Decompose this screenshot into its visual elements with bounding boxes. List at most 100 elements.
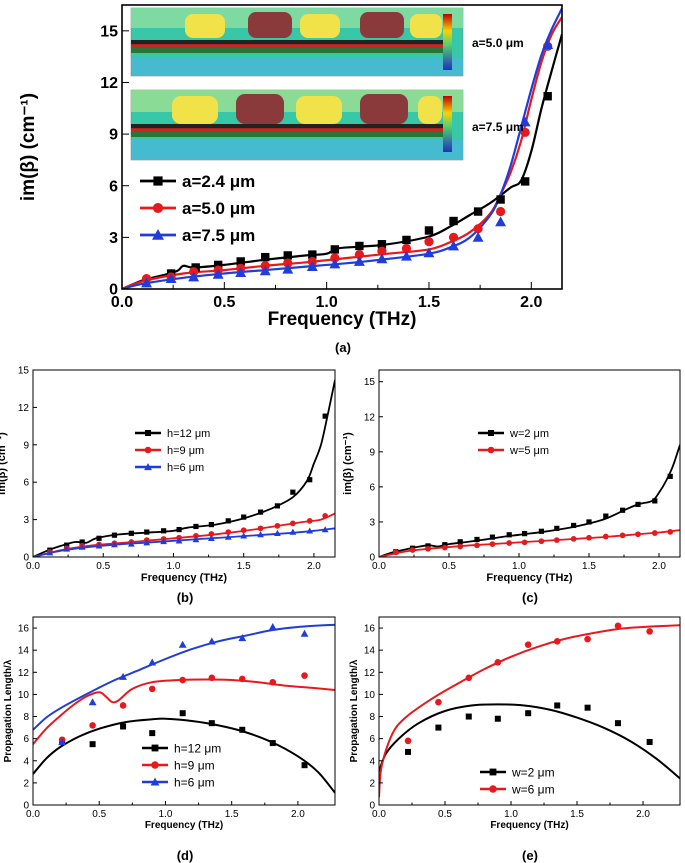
data-point-1-1 — [409, 547, 416, 553]
data-point-0-7 — [614, 720, 621, 727]
data-point-0-15 — [290, 489, 296, 495]
data-point-1-5 — [474, 542, 480, 549]
series-line-2 — [33, 527, 335, 557]
legend-marker-1 — [489, 785, 497, 793]
data-point-1-2 — [425, 545, 431, 552]
y-tick-label-4: 12 — [18, 403, 30, 414]
series-line-1 — [122, 16, 562, 289]
data-point-0-2 — [425, 543, 431, 549]
data-point-0-12 — [241, 514, 247, 520]
data-point-0-4 — [111, 532, 118, 538]
data-point-0-11 — [225, 518, 231, 524]
legend-label-1: a=5.0 μm — [182, 199, 255, 218]
data-point-0-17 — [322, 413, 328, 419]
data-point-0-6 — [308, 250, 317, 259]
data-point-2-15 — [495, 216, 507, 227]
legend-label-0: h=12 μm — [174, 741, 221, 755]
data-point-1-10 — [553, 537, 560, 543]
data-point-0-9 — [193, 523, 199, 530]
x-tick-label-2: 1.0 — [504, 809, 518, 820]
data-point-2-8 — [329, 258, 341, 269]
data-point-0-14 — [620, 507, 626, 513]
chart-d: 0.0 0.5 1.0 1.5 2.0 0 2 4 6 8 10 12 14 16 Frequency (T… — [3, 616, 336, 863]
data-point-1-11 — [401, 243, 412, 254]
data-point-2-5 — [207, 637, 216, 645]
data-point-1-4 — [457, 543, 464, 550]
data-point-1-10 — [208, 531, 215, 537]
data-point-0-8 — [355, 241, 364, 251]
data-point-1-3 — [494, 659, 502, 666]
data-point-1-14 — [274, 522, 281, 529]
data-point-0-0 — [405, 748, 412, 755]
data-point-1-13 — [602, 533, 609, 540]
y-axis-label: Propagation Length/λ — [3, 659, 14, 762]
data-point-2-4 — [178, 640, 187, 648]
series-line-0 — [33, 379, 335, 557]
series-line-0 — [379, 703, 680, 780]
data-point-0-8 — [522, 531, 528, 537]
data-point-2-9 — [353, 256, 365, 266]
y-tick-label-3: 6 — [369, 734, 375, 745]
x-tick-label-2: 1.0 — [316, 294, 338, 311]
data-point-1-15 — [495, 206, 506, 217]
y-tick-label-3: 9 — [109, 127, 118, 144]
data-point-2-11 — [224, 533, 232, 540]
data-point-2-7 — [268, 623, 277, 631]
x-tick-label-4: 2.0 — [636, 809, 650, 820]
data-point-2-3 — [95, 542, 103, 549]
data-point-2-2 — [78, 543, 86, 550]
y-tick-label-3: 6 — [23, 734, 29, 745]
data-point-1-5 — [553, 638, 561, 645]
legend-marker-0 — [145, 430, 151, 436]
y-tick-label-1: 3 — [109, 230, 118, 247]
legend-label-0: h=12 μm — [167, 428, 210, 440]
data-point-0-12 — [586, 519, 592, 525]
x-tick-label-3: 1.5 — [225, 809, 239, 820]
data-point-1-15 — [635, 531, 641, 538]
data-point-2-0 — [58, 738, 67, 746]
data-point-1-8 — [330, 253, 340, 263]
y-tick-label-2: 6 — [369, 482, 375, 493]
field-inset-bottom — [130, 89, 464, 161]
x-tick-label-4: 2.0 — [652, 561, 666, 572]
data-point-0-10 — [402, 235, 411, 245]
data-point-2-11 — [401, 250, 412, 261]
data-point-0-6 — [584, 704, 591, 711]
data-point-2-5 — [259, 265, 271, 276]
data-point-1-7 — [506, 540, 513, 546]
y-axis-label: im(β) (cm⁻¹) — [0, 432, 8, 495]
data-point-2-10 — [208, 534, 215, 542]
legend-marker-0 — [488, 430, 494, 436]
data-point-1-12 — [586, 534, 592, 541]
data-point-1-5 — [208, 674, 216, 682]
data-point-0-3 — [494, 715, 501, 722]
panel-label: (b) — [177, 590, 194, 605]
data-point-0-5 — [474, 536, 480, 543]
data-point-1-8 — [646, 628, 653, 635]
data-point-0-3 — [236, 257, 245, 266]
series-line-0 — [379, 444, 680, 557]
data-point-0-13 — [257, 509, 264, 515]
data-point-2-13 — [257, 531, 264, 538]
data-point-1-1 — [435, 698, 442, 706]
data-point-0-3 — [442, 542, 448, 548]
data-point-1-14 — [473, 224, 483, 234]
data-point-1-0 — [392, 549, 399, 556]
data-point-2-17 — [542, 39, 554, 49]
data-point-0-13 — [473, 207, 483, 216]
data-point-0-11 — [424, 226, 434, 235]
legend-marker-2 — [150, 777, 160, 786]
data-point-1-0 — [404, 737, 412, 745]
data-point-1-9 — [538, 538, 545, 545]
data-point-1-11 — [570, 536, 577, 542]
data-point-2-12 — [423, 247, 435, 258]
data-point-0-2 — [465, 713, 472, 720]
y-tick-label-8: 16 — [364, 624, 376, 635]
y-tick-label-0: 0 — [369, 553, 375, 564]
y-tick-label-5: 15 — [18, 366, 30, 377]
data-point-0-15 — [635, 501, 641, 508]
data-point-0-4 — [457, 539, 463, 545]
series-line-2 — [122, 7, 562, 289]
data-point-1-8 — [521, 539, 528, 546]
data-point-2-1 — [88, 698, 97, 706]
